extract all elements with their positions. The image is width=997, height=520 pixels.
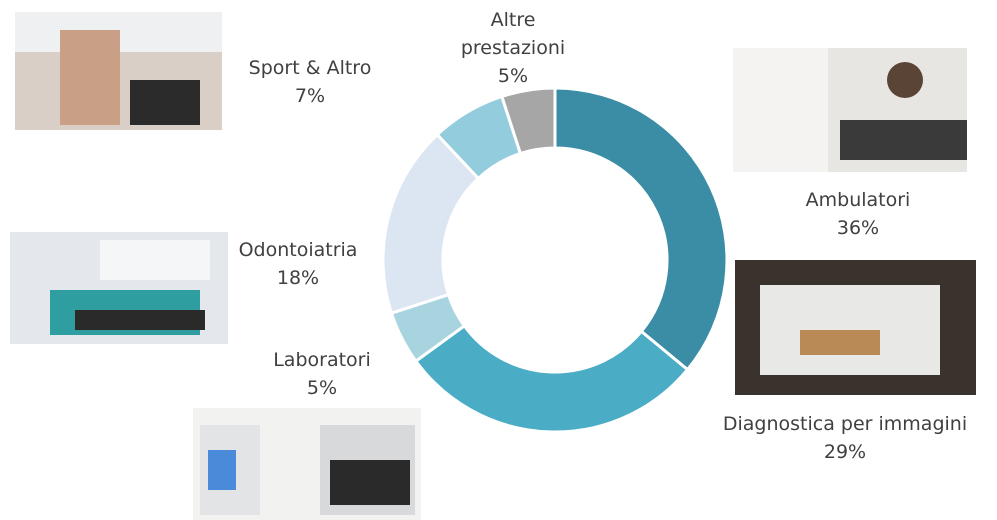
value-label: 5%: [443, 62, 583, 90]
value-label: 18%: [198, 264, 398, 292]
category-name: Sport & Altro: [210, 54, 410, 82]
slice: [416, 326, 688, 432]
category-name: Diagnostica per immagini: [685, 410, 997, 438]
photo: [10, 232, 228, 344]
page: Ambulatori36% Diagnostica per immagini29%…: [0, 0, 997, 520]
category-name: Ambulatori: [758, 186, 958, 214]
photo: [733, 48, 967, 172]
slice: [555, 88, 727, 370]
category-name: Laboratori: [222, 346, 422, 374]
photo: [735, 260, 976, 395]
category-name: Odontoiatria: [198, 236, 398, 264]
value-label: 5%: [222, 374, 422, 402]
photo: [15, 12, 222, 130]
category-name: Altre prestazioni: [443, 6, 583, 62]
value-label: 29%: [685, 438, 997, 466]
value-label: 7%: [210, 82, 410, 110]
value-label: 36%: [758, 214, 958, 242]
photo: [193, 408, 421, 520]
